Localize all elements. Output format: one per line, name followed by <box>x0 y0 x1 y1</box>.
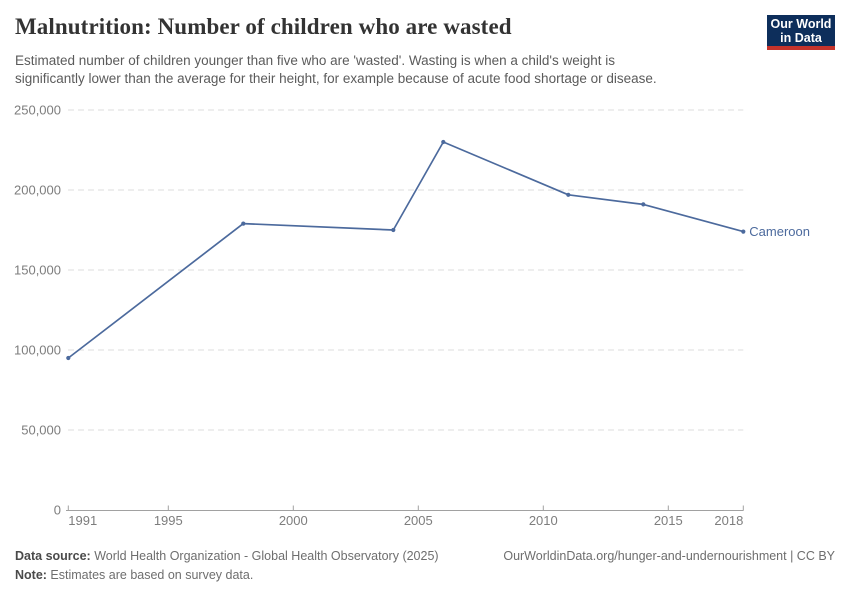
x-tick-label: 2018 <box>714 513 743 528</box>
owid-logo-line2: in Data <box>780 30 822 45</box>
y-tick-label: 200,000 <box>14 183 61 198</box>
data-source-text: World Health Organization - Global Healt… <box>90 549 439 563</box>
note-text: Estimates are based on survey data. <box>46 568 254 582</box>
chart-footer: Data source: World Health Organization -… <box>15 547 835 585</box>
x-tick-label: 2000 <box>279 513 308 528</box>
data-source-label: Data source: <box>15 549 91 563</box>
series-line-cameroon <box>67 141 744 359</box>
page-title: Malnutrition: Number of children who are… <box>15 14 512 39</box>
y-tick-label: 250,000 <box>14 103 61 118</box>
data-point <box>441 139 446 145</box>
note-line: Note: Estimates are based on survey data… <box>15 568 253 582</box>
data-point <box>741 229 746 234</box>
data-point <box>66 355 71 361</box>
data-point <box>566 192 571 197</box>
x-tick-label: 1995 <box>154 513 183 528</box>
x-tick-label: 2010 <box>529 513 558 528</box>
y-tick-label: 50,000 <box>21 423 61 438</box>
x-tick-label: 2005 <box>404 513 433 528</box>
owid-url-link[interactable]: OurWorldinData.org/hunger-and-undernouri… <box>503 549 835 563</box>
series-label-cameroon[interactable]: Cameroon <box>749 224 810 239</box>
note-label: Note: <box>15 568 47 582</box>
y-tick-label: 0 <box>54 503 61 518</box>
data-point <box>641 202 646 207</box>
owid-logo[interactable]: Our World in Data <box>767 15 835 50</box>
y-tick-label: 150,000 <box>14 263 61 278</box>
data-source-line: Data source: World Health Organization -… <box>15 547 439 566</box>
x-tick-label: 1991 <box>68 513 97 528</box>
data-point <box>391 227 396 233</box>
y-tick-label: 100,000 <box>14 343 61 358</box>
x-tick-label: 2015 <box>654 513 683 528</box>
page-subtitle: Estimated number of children younger tha… <box>15 53 657 86</box>
owid-logo-line1: Our World <box>770 16 832 31</box>
data-point <box>241 221 246 226</box>
